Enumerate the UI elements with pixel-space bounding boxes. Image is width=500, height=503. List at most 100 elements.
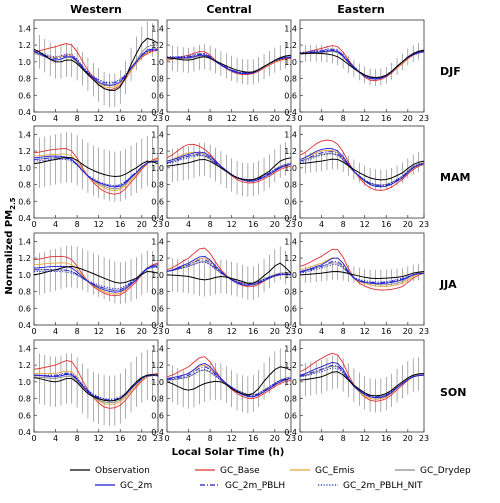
x-tick-label: 20 [403,220,413,229]
y-tick-label: 0.6 [151,411,164,420]
panel-jja-central: 0.4 0.6 0.8 1.0 1.2 1.4 0 4 8 12 16 20 23 [151,232,296,336]
y-tick-label: 1.0 [151,58,164,67]
y-tick-label: 0.8 [284,181,297,190]
x-tick-label: 23 [286,114,296,123]
x-tick-label: 4 [319,327,324,336]
panel-plot-area [34,349,158,426]
x-tick-label: 23 [419,220,429,229]
y-tick-label: 0.4 [18,321,31,330]
panel-frame [33,19,159,113]
series-line-gc-2m-pblh-nit [300,264,424,283]
y-axis-label-subscript: 2.5 [9,197,17,210]
x-tick-label: 20 [270,220,280,229]
x-tick-label: 12 [227,327,237,336]
x-tick-label: 16 [115,434,125,443]
y-tick-label: 1.2 [18,254,31,263]
series-line-gc-drydep [34,157,158,190]
series-line-gc-2m [34,264,158,293]
y-tick-label: 0.4 [284,214,297,223]
legend-item-gc-drydep: GC_Drydep [395,466,471,476]
y-tick-label: 0.8 [18,75,31,84]
y-tick-label: 0.6 [18,91,31,100]
y-tick-label: 1.2 [284,41,297,50]
panel-djf-central: 0.4 0.6 0.8 1.0 1.2 1.4 0 4 8 12 16 20 23 [151,19,296,123]
x-tick-label: 4 [319,114,324,123]
panel-jja-western: 0.4 0.6 0.8 1.0 1.2 1.4 0 4 8 12 16 20 23 [18,232,163,336]
x-tick-label: 16 [381,114,391,123]
series-line-gc-base [34,255,158,297]
x-tick-label: 12 [94,434,104,443]
x-tick-label: 12 [227,434,237,443]
series-line-gc-base [300,45,424,82]
series-line-gc-base [300,139,424,191]
series-line-observation [167,54,291,73]
y-tick-label: 1.4 [18,130,31,139]
panel-frame [33,339,159,433]
legend-label: Observation [95,466,150,476]
x-tick-label: 20 [403,114,413,123]
panel-frame [299,19,425,113]
series-line-gc-emis [34,262,158,295]
x-tick-label: 23 [286,327,296,336]
x-tick-label: 12 [94,327,104,336]
panel-plot-area [300,352,424,413]
x-tick-label: 20 [270,434,280,443]
panel-plot-area [300,139,424,191]
series-line-gc-2m-pblh-nit [34,372,158,400]
series-line-observation [34,156,158,178]
series-line-gc-2m-pblh-nit [167,155,291,181]
x-tick-label: 20 [137,114,147,123]
x-tick-label: 16 [248,114,258,123]
panel-plot-area [167,246,291,300]
series-line-gc-2m-pblh [167,259,291,285]
y-tick-label: 1.2 [284,147,297,156]
row-title-djf: DJF [440,65,461,78]
x-tick-label: 16 [248,327,258,336]
y-tick-label: 0.4 [18,108,31,117]
y-tick-label: 1.0 [18,378,31,387]
y-tick-label: 1.2 [151,361,164,370]
x-tick-label: 8 [341,220,346,229]
legend-label: GC_2m_PBLH_NIT [343,481,423,491]
x-tick-label: 0 [31,434,36,443]
y-tick-label: 0.6 [284,197,297,206]
series-line-gc-2m-pblh-nit [167,368,291,396]
y-tick-label: 1.0 [18,164,31,173]
y-tick-label: 0.8 [151,181,164,190]
series-line-observation [300,270,424,279]
panel-djf-eastern: 0.4 0.6 0.8 1.0 1.2 1.4 0 4 8 12 16 20 23 [284,19,429,123]
x-tick-label: 12 [360,434,370,443]
x-tick-label: 8 [341,114,346,123]
y-tick-label: 1.0 [151,378,164,387]
y-tick-label: 1.0 [284,378,297,387]
series-line-gc-2m-pblh [300,260,424,284]
x-tick-label: 8 [208,327,213,336]
panel-son-eastern: 0.4 0.6 0.8 1.0 1.2 1.4 0 4 8 12 16 20 23 [284,339,429,443]
y-tick-label: 0.8 [284,288,297,297]
x-tick-label: 4 [53,114,58,123]
x-tick-label: 0 [31,327,36,336]
x-tick-label: 20 [403,434,413,443]
legend-item-gc-base: GC_Base [195,466,260,476]
y-tick-label: 1.2 [18,361,31,370]
y-tick-label: 0.4 [284,108,297,117]
x-tick-label: 20 [137,220,147,229]
x-tick-label: 8 [208,220,213,229]
series-line-gc-2m-pblh [167,153,291,181]
x-tick-label: 23 [153,114,163,123]
series-line-gc-base [34,360,158,409]
y-axis-label: Normalized PM2.5 [4,197,17,294]
x-tick-label: 12 [94,220,104,229]
panels-layer: 0.40.60.81.01.21.40 4 8 12 16 20 230.40.60.81.… [18,19,429,443]
y-tick-label: 1.4 [151,24,164,33]
series-line-gc-emis [34,153,158,192]
y-tick-label: 1.2 [151,147,164,156]
series-line-observation [167,262,291,284]
series-line-gc-2m [300,257,424,285]
y-tick-label: 0.8 [18,288,31,297]
panel-djf-western: 0.4 0.6 0.8 1.0 1.2 1.4 0 4 8 12 16 20 23 [18,19,163,123]
y-tick-label: 0.8 [151,75,164,84]
legend-item-gc-2m: GC_2m [95,481,152,491]
panel-plot-area [34,245,158,305]
